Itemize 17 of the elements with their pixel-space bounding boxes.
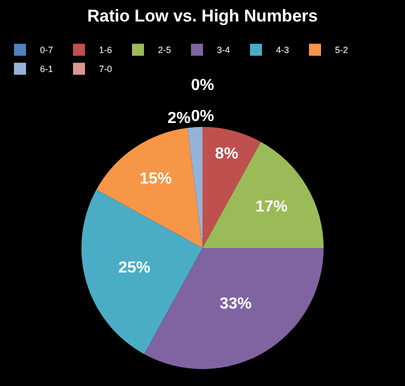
data-label: 17%	[256, 198, 288, 216]
text: 0%	[191, 77, 214, 94]
data-label: 25%	[118, 259, 150, 276]
legend-label: 3-4	[217, 45, 230, 56]
text: 0%	[191, 108, 214, 125]
legend-label: 0-7	[40, 45, 54, 56]
legend-label: 4-3	[276, 45, 290, 56]
legend-label: 6-1	[40, 64, 54, 74]
legend-label: 1-6	[99, 45, 112, 56]
data-label: 33%	[220, 296, 252, 312]
data-label: 15%	[140, 170, 172, 188]
legend-label: 7-0	[99, 64, 112, 74]
data-label: 2%	[168, 110, 191, 128]
legend-label: 5-2	[335, 45, 348, 56]
chart-title: Ratio Low vs. High Numbers	[87, 6, 318, 26]
legend-label: 2-5	[158, 45, 172, 56]
data-label: 8%	[215, 146, 238, 163]
